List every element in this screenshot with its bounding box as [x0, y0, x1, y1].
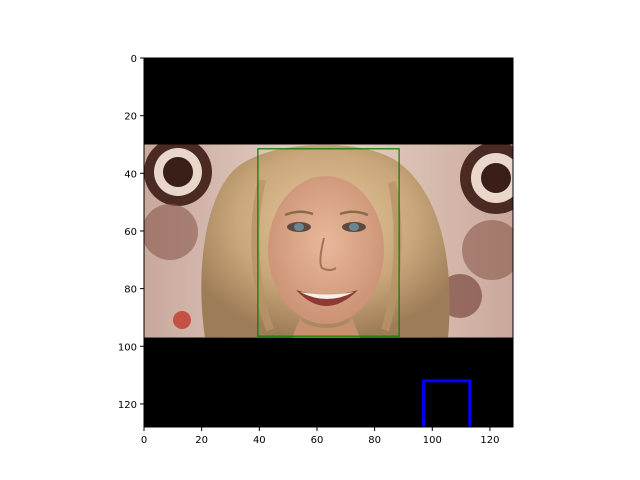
y-tick-label: 120: [118, 400, 137, 411]
x-tick-label: 80: [368, 435, 381, 446]
y-tick-label: 20: [124, 112, 137, 123]
y-axis: 0 20 40 60 80 100 120: [118, 54, 144, 411]
x-tick-label: 20: [195, 435, 208, 446]
y-tick-label: 80: [124, 285, 137, 296]
axes-frame: [143, 57, 514, 428]
logo-seal-left: [144, 144, 212, 260]
x-axis: 0 20 40 60 80 100 120: [141, 427, 499, 446]
x-tick-label: 120: [480, 435, 499, 446]
x-tick-label: 100: [423, 435, 442, 446]
face-bounding-box: [257, 148, 400, 337]
image-area: [143, 57, 514, 428]
face-photo: [144, 144, 513, 338]
y-tick-label: 40: [124, 169, 137, 180]
corner-bounding-box: [422, 379, 472, 427]
y-tick-label: 0: [131, 54, 137, 65]
x-tick-label: 0: [141, 435, 147, 446]
y-tick-label: 100: [118, 342, 137, 353]
logo-seal-right: [438, 144, 513, 318]
x-tick-label: 40: [253, 435, 266, 446]
y-tick-label: 60: [124, 227, 137, 238]
x-tick-label: 60: [311, 435, 324, 446]
